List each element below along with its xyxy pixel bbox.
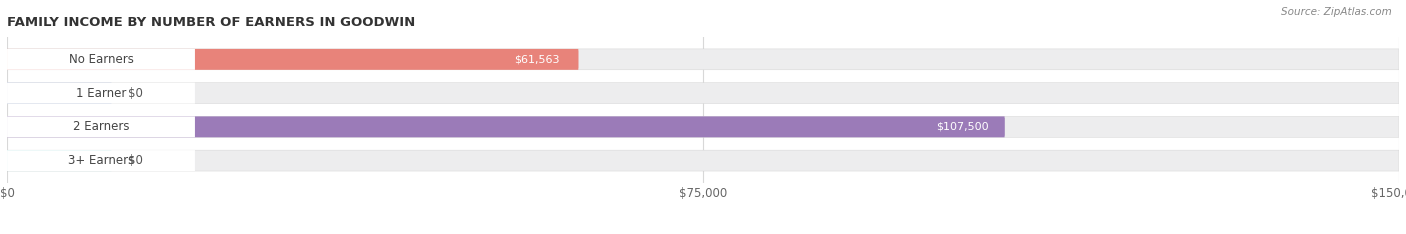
Text: 2 Earners: 2 Earners bbox=[73, 120, 129, 133]
FancyBboxPatch shape bbox=[7, 49, 1399, 70]
Text: 3+ Earners: 3+ Earners bbox=[67, 154, 134, 167]
Text: $0: $0 bbox=[128, 154, 143, 167]
Text: $107,500: $107,500 bbox=[936, 122, 990, 132]
Text: FAMILY INCOME BY NUMBER OF EARNERS IN GOODWIN: FAMILY INCOME BY NUMBER OF EARNERS IN GO… bbox=[7, 16, 415, 29]
FancyBboxPatch shape bbox=[7, 116, 1399, 137]
FancyBboxPatch shape bbox=[7, 116, 1005, 137]
FancyBboxPatch shape bbox=[7, 116, 195, 137]
FancyBboxPatch shape bbox=[900, 118, 1005, 136]
Text: Source: ZipAtlas.com: Source: ZipAtlas.com bbox=[1281, 7, 1392, 17]
FancyBboxPatch shape bbox=[474, 51, 578, 68]
FancyBboxPatch shape bbox=[7, 150, 1399, 171]
FancyBboxPatch shape bbox=[7, 83, 195, 104]
Text: No Earners: No Earners bbox=[69, 53, 134, 66]
Text: $0: $0 bbox=[128, 87, 143, 100]
Text: $61,563: $61,563 bbox=[513, 54, 560, 64]
FancyBboxPatch shape bbox=[7, 83, 111, 104]
FancyBboxPatch shape bbox=[7, 83, 1399, 104]
FancyBboxPatch shape bbox=[7, 150, 195, 171]
FancyBboxPatch shape bbox=[7, 49, 195, 70]
FancyBboxPatch shape bbox=[7, 150, 111, 171]
FancyBboxPatch shape bbox=[7, 49, 578, 70]
Text: 1 Earner: 1 Earner bbox=[76, 87, 127, 100]
